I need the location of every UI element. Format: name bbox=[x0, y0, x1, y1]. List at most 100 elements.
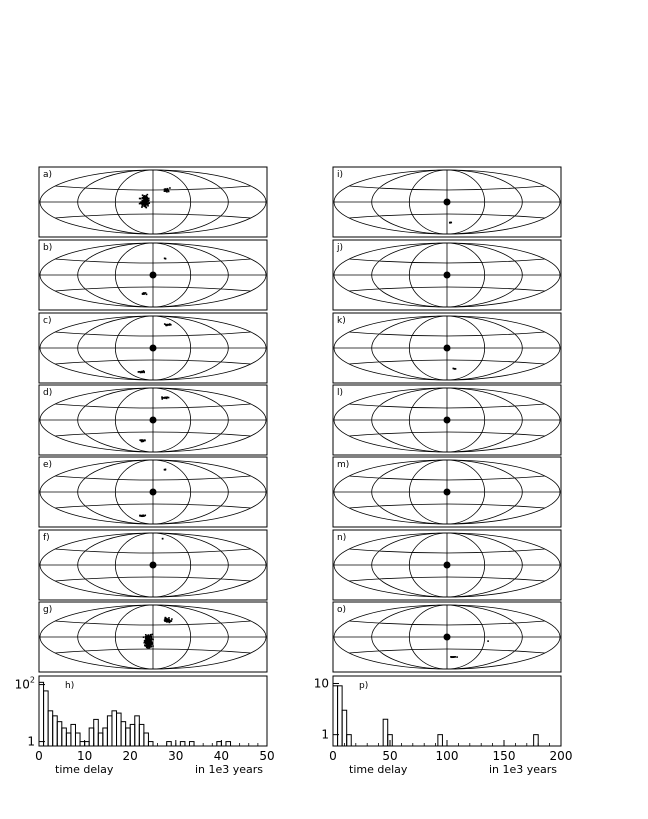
hist-bar bbox=[79, 741, 86, 747]
skymap-panel-e: e) bbox=[38, 456, 268, 528]
y-tick-exponent: 2 bbox=[30, 676, 35, 685]
event-point bbox=[166, 619, 169, 622]
skymap-panel-c: c) bbox=[38, 312, 268, 384]
event-point bbox=[144, 200, 147, 202]
event-point bbox=[453, 368, 456, 370]
x-tick-label: 0 bbox=[35, 749, 43, 763]
parallel-line bbox=[55, 331, 251, 337]
parallel-line bbox=[349, 258, 545, 264]
event-point bbox=[169, 323, 171, 325]
event-point bbox=[146, 202, 149, 205]
hist-bar bbox=[179, 741, 186, 747]
skymap-panel-a: a) bbox=[38, 166, 268, 238]
event-point bbox=[168, 621, 171, 624]
event-point bbox=[167, 618, 169, 620]
event-point bbox=[145, 642, 147, 644]
hist-bar bbox=[102, 727, 108, 747]
panel-frame bbox=[332, 456, 562, 528]
hist-bar bbox=[147, 741, 154, 747]
event-point bbox=[148, 638, 151, 640]
panel-frame bbox=[332, 166, 562, 238]
skymap-panel-n: n) bbox=[332, 529, 562, 601]
event-point bbox=[149, 644, 152, 646]
parallel-line bbox=[55, 359, 251, 365]
event-point bbox=[146, 197, 149, 199]
hist-bar bbox=[70, 723, 76, 747]
event-point bbox=[146, 642, 148, 645]
event-point bbox=[149, 644, 151, 647]
event-point bbox=[168, 620, 170, 622]
source-dot bbox=[443, 416, 451, 424]
hist-bar bbox=[125, 727, 131, 747]
event-point bbox=[146, 193, 149, 196]
event-point bbox=[142, 200, 144, 202]
event-point bbox=[164, 468, 167, 471]
source-dot bbox=[443, 633, 451, 641]
event-point bbox=[141, 197, 144, 199]
skymap-panel-f: f) bbox=[38, 529, 268, 601]
event-point bbox=[150, 636, 153, 639]
event-point bbox=[149, 640, 151, 643]
x-tick-label: 0 bbox=[329, 749, 337, 763]
panel-label: o) bbox=[337, 605, 346, 615]
event-point bbox=[143, 371, 145, 374]
event-point bbox=[168, 619, 171, 621]
event-point bbox=[150, 643, 152, 645]
skymap-panel-m: m) bbox=[332, 456, 562, 528]
parallel-line bbox=[55, 185, 251, 191]
event-point bbox=[164, 323, 167, 326]
hist-bar bbox=[74, 732, 81, 747]
event-point bbox=[148, 642, 151, 645]
hist-bar bbox=[84, 741, 90, 747]
event-point bbox=[147, 644, 149, 647]
event-point bbox=[147, 640, 150, 642]
panel-frame bbox=[38, 239, 268, 311]
parallel-line bbox=[55, 403, 251, 409]
event-point bbox=[145, 196, 148, 198]
event-point bbox=[143, 196, 145, 199]
hist-bar bbox=[129, 723, 136, 747]
x-tick-label: 10 bbox=[77, 749, 92, 763]
event-point bbox=[145, 194, 148, 197]
source-dot bbox=[443, 561, 451, 569]
hist-bar bbox=[120, 721, 127, 747]
event-point bbox=[169, 187, 171, 189]
panel-label: c) bbox=[43, 316, 51, 326]
event-point bbox=[454, 368, 457, 370]
y-tick-label: 1 bbox=[27, 735, 35, 749]
parallel-line bbox=[349, 331, 545, 337]
panel-frame bbox=[332, 239, 562, 311]
event-point bbox=[146, 639, 149, 642]
event-point bbox=[138, 202, 141, 205]
parallel-line bbox=[55, 475, 251, 481]
right-skymap-column: i) j) k) l) m) n) o) bbox=[332, 166, 562, 673]
event-point bbox=[150, 641, 153, 643]
hist-bar bbox=[216, 741, 222, 747]
event-point bbox=[147, 647, 149, 649]
event-point bbox=[146, 640, 149, 642]
event-point bbox=[139, 439, 141, 442]
source-dot bbox=[443, 344, 451, 352]
panel-label: g) bbox=[43, 605, 52, 615]
event-point bbox=[147, 645, 149, 648]
source-dot bbox=[149, 561, 157, 569]
hist-bar bbox=[341, 709, 348, 747]
event-point bbox=[145, 638, 148, 640]
y-tick-label: 1 bbox=[321, 728, 329, 742]
event-point bbox=[140, 515, 142, 517]
event-point bbox=[165, 621, 168, 623]
event-point bbox=[139, 371, 142, 373]
hist-bar bbox=[166, 741, 172, 747]
event-point bbox=[138, 197, 141, 200]
parallel-line bbox=[55, 431, 251, 437]
event-point bbox=[150, 635, 153, 638]
hist-bar bbox=[225, 741, 232, 747]
event-point bbox=[141, 515, 144, 518]
event-point bbox=[144, 202, 146, 205]
event-point bbox=[165, 190, 168, 193]
event-point bbox=[141, 206, 143, 208]
event-point bbox=[145, 201, 148, 203]
event-point bbox=[452, 367, 455, 370]
panel-label: d) bbox=[43, 388, 52, 398]
